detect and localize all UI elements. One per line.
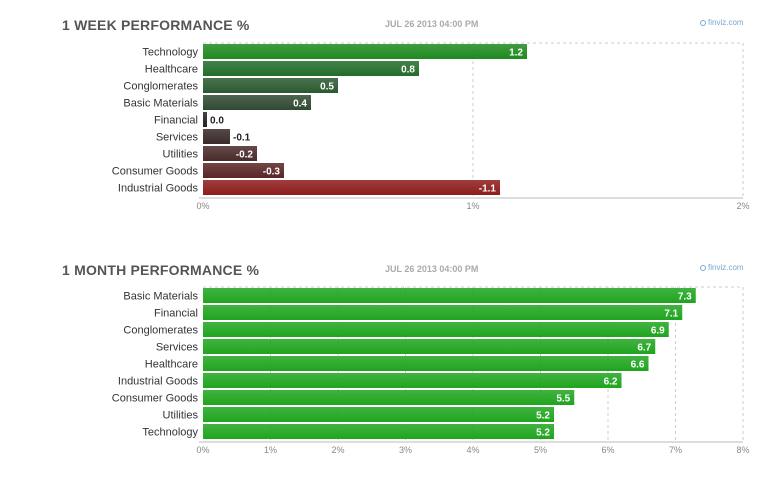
x-tick-label: 5% — [534, 445, 547, 455]
source-label: finviz.com — [708, 18, 744, 27]
bar[interactable] — [203, 322, 669, 337]
x-tick-label: 6% — [601, 445, 614, 455]
source-label: finviz.com — [708, 263, 744, 272]
source-link[interactable]: finviz.com — [700, 18, 744, 27]
bar[interactable] — [203, 61, 419, 76]
category-label: Industrial Goods — [118, 376, 199, 388]
x-tick-label: 1% — [466, 201, 479, 211]
x-tick-label: 0% — [196, 201, 209, 211]
data-label: -0.3 — [263, 167, 281, 178]
data-label: 6.9 — [651, 326, 665, 337]
x-tick-label: 2% — [736, 201, 749, 211]
grid — [199, 42, 744, 199]
bar[interactable] — [203, 356, 649, 371]
category-label: Services — [156, 132, 199, 144]
data-label: 0.5 — [320, 82, 334, 93]
data-label: 0.0 — [210, 116, 224, 127]
week-performance-chart: 0% 1% 2% Technology 1.2 Healthcare 0.8 Conglome… — [112, 42, 750, 211]
category-label: Technology — [142, 427, 198, 439]
category-label: Financial — [154, 308, 198, 320]
x-tick-label: 2% — [331, 445, 344, 455]
chart-date: JUL 26 2013 04:00 PM — [385, 264, 479, 274]
month-performance-chart: 0% 1% 2% 3% 4% 5% 6% 7% 8% Basic Materials 7.3 Fina… — [112, 286, 750, 455]
data-label: 1.2 — [509, 48, 523, 59]
data-label: 5.2 — [536, 428, 550, 439]
bar[interactable] — [203, 407, 554, 422]
chart-title: 1 WEEK PERFORMANCE % — [62, 17, 250, 33]
bar[interactable] — [203, 163, 284, 178]
chart-title: 1 MONTH PERFORMANCE % — [62, 262, 260, 278]
data-label: 7.1 — [664, 309, 678, 320]
bar[interactable] — [203, 180, 500, 195]
bar[interactable] — [203, 424, 554, 439]
bar[interactable] — [203, 112, 207, 127]
bar[interactable] — [203, 95, 311, 110]
category-label: Utilities — [163, 410, 199, 422]
month-performance-panel: 1 MONTH PERFORMANCE % JUL 26 2013 04:00 … — [0, 250, 775, 496]
globe-icon — [700, 20, 706, 26]
globe-icon — [700, 265, 706, 271]
category-label: Basic Materials — [123, 291, 198, 303]
bar[interactable] — [203, 146, 257, 161]
bar[interactable] — [203, 305, 683, 320]
category-label: Healthcare — [145, 64, 198, 76]
x-tick-label: 7% — [669, 445, 682, 455]
category-label: Conglomerates — [123, 325, 198, 337]
data-label: -1.1 — [479, 184, 497, 195]
source-link[interactable]: finviz.com — [700, 263, 744, 272]
category-label: Technology — [142, 47, 198, 59]
data-label: 0.4 — [293, 99, 307, 110]
category-label: Consumer Goods — [112, 393, 199, 405]
week-performance-panel: 1 WEEK PERFORMANCE % JUL 26 2013 04:00 P… — [0, 0, 775, 240]
data-label: 6.7 — [637, 343, 651, 354]
data-label: 7.3 — [678, 292, 692, 303]
bar[interactable] — [203, 44, 527, 59]
x-tick-label: 0% — [196, 445, 209, 455]
category-label: Financial — [154, 115, 198, 127]
bar[interactable] — [203, 373, 622, 388]
data-label: 6.6 — [631, 360, 645, 371]
bar[interactable] — [203, 129, 230, 144]
bar[interactable] — [203, 288, 696, 303]
x-tick-label: 1% — [264, 445, 277, 455]
x-tick-label: 3% — [399, 445, 412, 455]
data-label: 5.5 — [556, 394, 570, 405]
category-label: Utilities — [163, 149, 199, 161]
data-label: 5.2 — [536, 411, 550, 422]
category-label: Basic Materials — [123, 98, 198, 110]
category-label: Consumer Goods — [112, 166, 199, 178]
category-label: Industrial Goods — [118, 183, 199, 195]
data-label: 6.2 — [604, 377, 618, 388]
chart-date: JUL 26 2013 04:00 PM — [385, 19, 479, 29]
bar[interactable] — [203, 390, 575, 405]
x-tick-label: 8% — [736, 445, 749, 455]
category-label: Conglomerates — [123, 81, 198, 93]
x-tick-label: 4% — [466, 445, 479, 455]
data-label: 0.8 — [401, 65, 415, 76]
category-label: Healthcare — [145, 359, 198, 371]
data-label: -0.2 — [236, 150, 254, 161]
bar[interactable] — [203, 339, 656, 354]
category-label: Services — [156, 342, 199, 354]
data-label: -0.1 — [233, 133, 251, 144]
bar[interactable] — [203, 78, 338, 93]
